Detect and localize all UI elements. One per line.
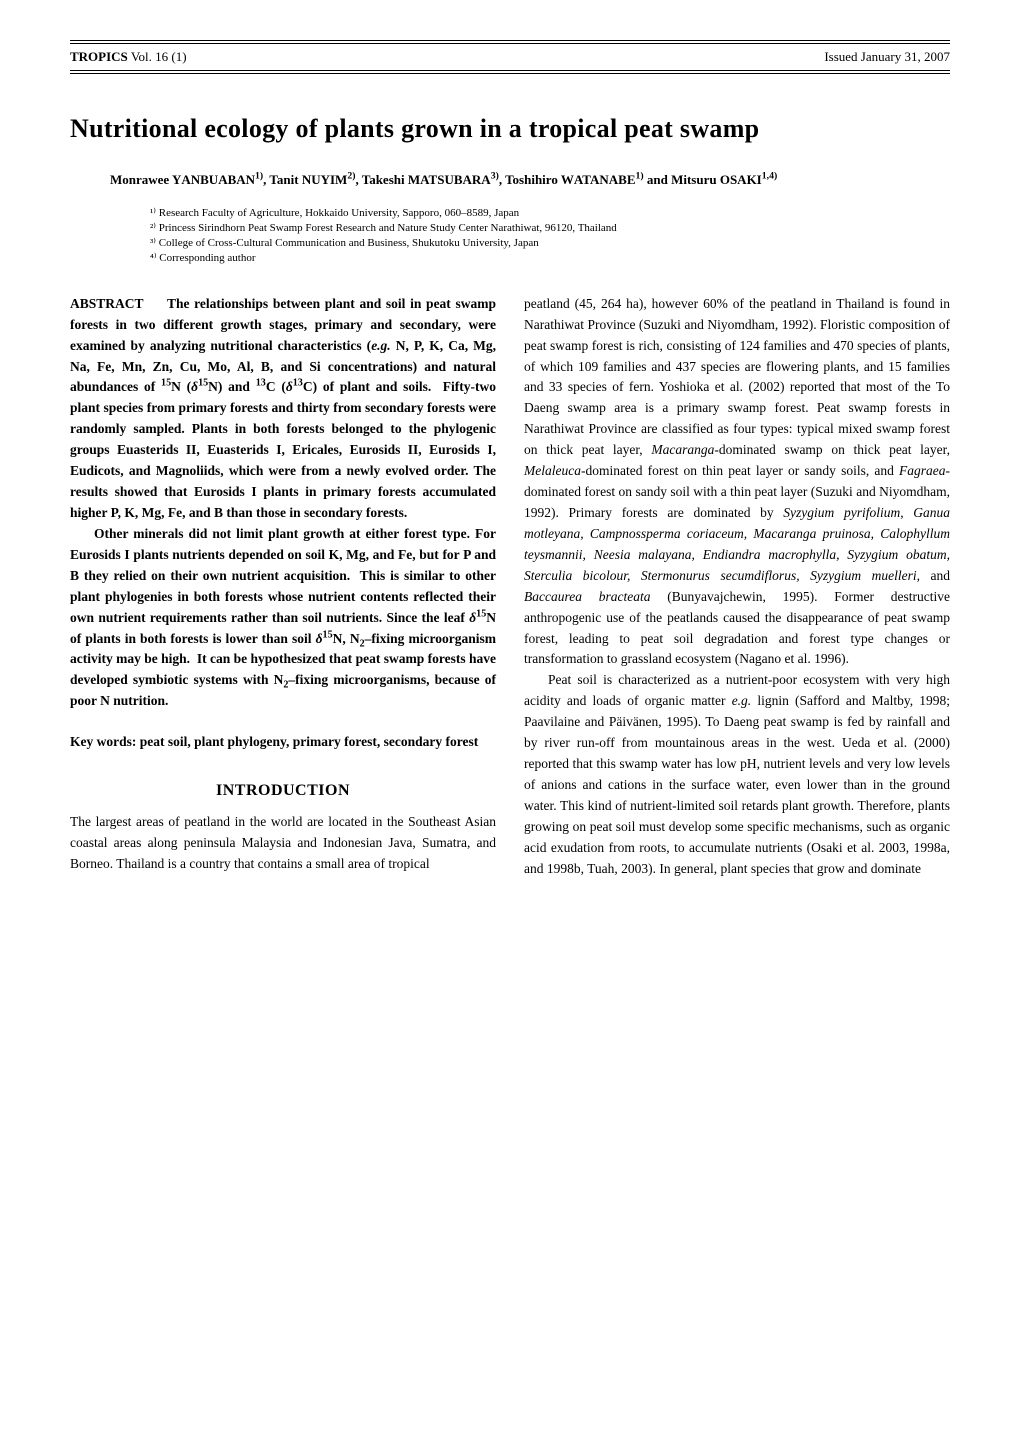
- intro-p2: Peat soil is characterized as a nutrient…: [524, 670, 950, 879]
- abstract-p2: Other minerals did not limit plant growt…: [70, 524, 496, 712]
- abstract-p1: ABSTRACT The relationships between plant…: [70, 294, 496, 524]
- affiliations-block: ¹⁾ Research Faculty of Agriculture, Hokk…: [150, 206, 950, 264]
- article-title: Nutritional ecology of plants grown in a…: [70, 112, 950, 146]
- journal-volume: Vol. 16 (1): [131, 49, 187, 64]
- issue-date: Issued January 31, 2007: [824, 49, 950, 65]
- main-columns: ABSTRACT The relationships between plant…: [70, 294, 950, 880]
- intro-p1a: The largest areas of peatland in the wor…: [70, 812, 496, 875]
- page-header: TROPICS Vol. 16 (1) Issued January 31, 2…: [70, 40, 950, 74]
- abstract-label: ABSTRACT: [70, 296, 144, 311]
- intro-p1b: peatland (45, 264 ha), however 60% of th…: [524, 294, 950, 671]
- right-column: peatland (45, 264 ha), however 60% of th…: [524, 294, 950, 880]
- left-column: ABSTRACT The relationships between plant…: [70, 294, 496, 880]
- keywords: Key words: peat soil, plant phylogeny, p…: [70, 732, 496, 753]
- introduction-heading: INTRODUCTION: [70, 779, 496, 804]
- affiliation-1: ¹⁾ Research Faculty of Agriculture, Hokk…: [150, 206, 950, 219]
- authors-line: Monrawee YANBUABAN1), Tanit NUYIM2), Tak…: [70, 172, 950, 188]
- affiliation-3: ³⁾ College of Cross-Cultural Communicati…: [150, 236, 950, 249]
- journal-label: TROPICS: [70, 49, 128, 64]
- header-row: TROPICS Vol. 16 (1) Issued January 31, 2…: [70, 43, 950, 71]
- journal-info: TROPICS Vol. 16 (1): [70, 49, 187, 65]
- affiliation-2: ²⁾ Princess Sirindhorn Peat Swamp Forest…: [150, 221, 950, 234]
- affiliation-4: ⁴⁾ Corresponding author: [150, 251, 950, 264]
